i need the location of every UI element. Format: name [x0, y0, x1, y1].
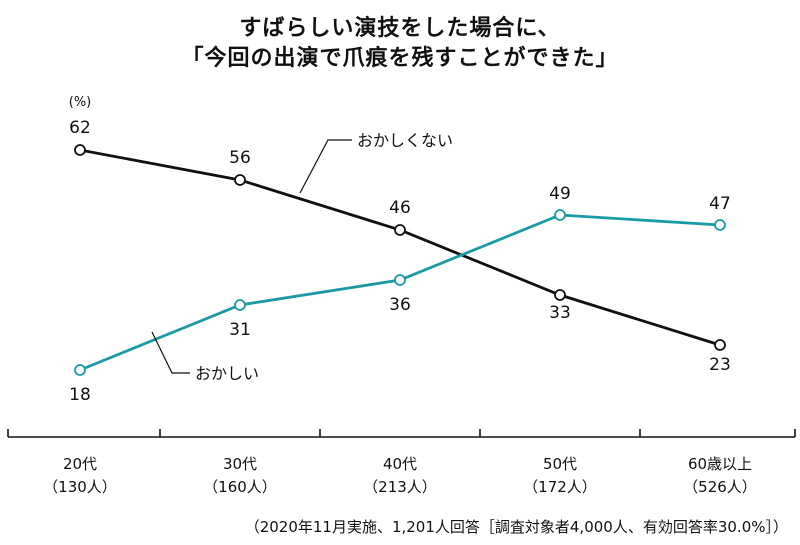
series-label-leader-1 [299, 139, 352, 194]
data-point-s2-5 [714, 219, 726, 231]
x-tick-count-3: （213人） [363, 478, 437, 496]
x-tick-label-2: 30代 [223, 455, 257, 473]
data-label-s1-5: 23 [709, 355, 731, 375]
data-label-s2-1: 18 [69, 385, 91, 405]
data-label-s1-4: 33 [549, 303, 571, 323]
series-label-1: おかしくない [357, 131, 453, 150]
data-point-s1-4 [554, 289, 566, 301]
data-label-s2-4: 49 [549, 184, 571, 204]
chart-title-line1: すばらしい演技をした場合に、 [239, 16, 561, 41]
data-point-s1-1 [74, 144, 86, 156]
series-line-1 [79, 148, 721, 347]
chart-title-line2: 「今回の出演で爪痕を残すことができた」 [181, 46, 619, 71]
data-label-s1-2: 56 [229, 148, 251, 168]
x-tick-count-5: （526人） [683, 478, 757, 496]
x-tick-label-4: 50代 [543, 455, 577, 473]
data-label-s2-3: 36 [389, 295, 411, 315]
data-point-s2-1 [74, 364, 86, 376]
data-point-s2-3 [394, 274, 406, 286]
data-point-s2-4 [554, 209, 566, 221]
data-point-s1-3 [394, 224, 406, 236]
data-label-s1-1: 62 [69, 118, 91, 138]
data-point-s1-2 [234, 174, 246, 186]
x-tick-label-5: 60歳以上 [688, 455, 752, 473]
data-label-s2-5: 47 [709, 194, 731, 214]
x-tick-count-1: （130人） [43, 478, 117, 496]
series-label-leader-2 [151, 331, 190, 374]
x-tick-count-4: （172人） [523, 478, 597, 496]
x-tick-count-2: （160人） [203, 478, 277, 496]
x-tick-label-1: 20代 [63, 455, 97, 473]
series-line-2 [79, 213, 721, 372]
data-label-s1-3: 46 [389, 198, 411, 218]
y-unit-label: (%) [69, 95, 92, 110]
x-tick-label-3: 40代 [383, 455, 417, 473]
footnote: （2020年11月実施、1,201人回答［調査対象者4,000人、有効回答率30… [244, 518, 788, 536]
series-label-2: おかしい [195, 364, 259, 383]
data-point-s2-2 [234, 299, 246, 311]
data-label-s2-2: 31 [229, 320, 251, 340]
data-point-s1-5 [714, 339, 726, 351]
